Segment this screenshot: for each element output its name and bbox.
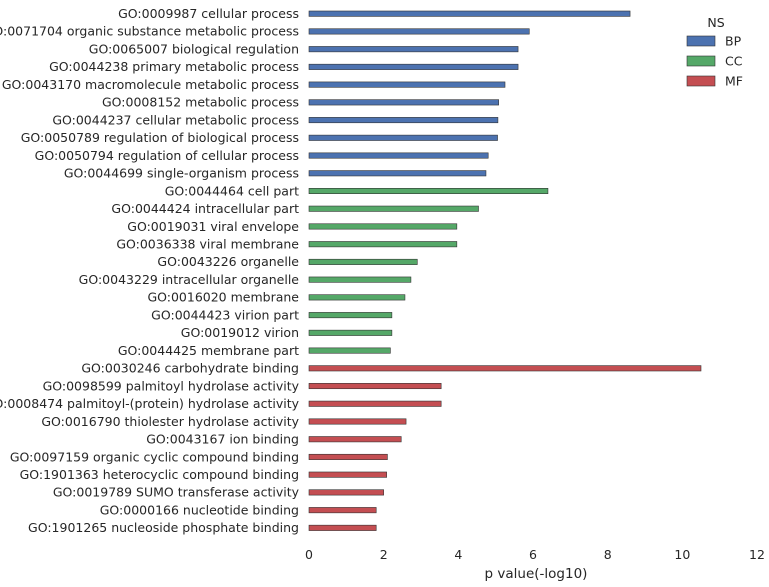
category-label: GO:0050794 regulation of cellular proces…	[35, 148, 299, 163]
category-label: GO:0008474 palmitoyl-(protein) hydrolase…	[0, 396, 300, 411]
bar-bp-9	[308, 170, 487, 177]
x-tick-label: 4	[454, 547, 462, 562]
x-tick-label: 10	[674, 547, 690, 562]
bar-mf-23	[308, 418, 407, 425]
bar-mf-29	[308, 524, 377, 531]
x-tick-label: 12	[749, 547, 765, 562]
legend-swatch-bp	[686, 35, 716, 47]
x-axis-ticks: 0 2 4 6 8 10 12	[305, 547, 765, 562]
category-labels: GO:0009987 cellular process GO:0071704 or…	[0, 6, 300, 535]
category-label: GO:0016020 membrane	[147, 290, 299, 305]
legend: NS BP CC MF	[686, 15, 743, 89]
category-label: GO:0044424 intracellular part	[111, 201, 299, 216]
bar-mf-28	[308, 507, 377, 514]
x-tick-label: 8	[604, 547, 612, 562]
bar-cc-14	[308, 258, 418, 265]
category-label: GO:0016790 thiolester hydrolase activity	[41, 414, 299, 429]
bar-mf-22	[308, 400, 442, 407]
plot-area	[308, 10, 702, 531]
category-label: GO:0098599 palmitoyl hydrolase activity	[43, 378, 300, 393]
bar-cc-10	[308, 188, 549, 195]
category-label: GO:1901265 nucleoside phosphate binding	[28, 520, 299, 535]
bar-mf-24	[308, 436, 402, 443]
bar-bp-7	[308, 134, 498, 141]
legend-swatch-cc	[686, 55, 716, 67]
category-label: GO:1901363 heterocyclic compound binding	[20, 467, 299, 482]
category-label: GO:0009987 cellular process	[118, 6, 299, 21]
category-label: GO:0050789 regulation of biological proc…	[21, 130, 299, 145]
bar-bp-1	[308, 28, 530, 35]
bar-bp-4	[308, 81, 506, 88]
category-label: GO:0043229 intracellular organelle	[79, 272, 300, 287]
bar-cc-13	[308, 241, 458, 248]
bar-bp-6	[308, 117, 499, 124]
category-label: GO:0044237 cellular metabolic process	[52, 112, 299, 127]
x-tick-label: 2	[380, 547, 388, 562]
category-label: GO:0044425 membrane part	[118, 343, 299, 358]
bar-mf-20	[308, 365, 702, 372]
category-label: GO:0044238 primary metabolic process	[49, 59, 299, 74]
legend-title: NS	[707, 15, 724, 30]
bar-mf-26	[308, 471, 387, 478]
category-label: GO:0008152 metabolic process	[102, 95, 299, 110]
category-label: GO:0097159 organic cyclic compound bindi…	[10, 449, 299, 464]
bar-mf-25	[308, 453, 388, 460]
bar-mf-21	[308, 383, 442, 390]
category-label: GO:0019789 SUMO transferase activity	[53, 485, 300, 500]
category-label: GO:0043170 macromolecule metabolic proce…	[2, 77, 299, 92]
category-label: GO:0044699 single-organism process	[64, 166, 299, 181]
bar-cc-18	[308, 329, 393, 336]
category-label: GO:0000166 nucleotide binding	[100, 502, 299, 517]
bar-cc-11	[308, 205, 479, 212]
bar-cc-16	[308, 294, 406, 301]
category-label: GO:0044423 virion part	[151, 307, 299, 322]
category-label: GO:0030246 carbohydrate binding	[81, 361, 299, 376]
bar-bp-5	[308, 99, 499, 106]
legend-label-mf: MF	[725, 74, 743, 89]
x-tick-label: 0	[305, 547, 313, 562]
category-label: GO:0019012 virion	[181, 325, 299, 340]
bar-cc-17	[308, 312, 393, 319]
bar-mf-27	[308, 489, 384, 496]
legend-swatch-mf	[686, 75, 716, 87]
category-label: GO:0065007 biological regulation	[89, 41, 299, 56]
bar-bp-8	[308, 152, 489, 159]
category-label: GO:0019031 viral envelope	[127, 219, 299, 234]
category-label: GO:0036338 viral membrane	[116, 236, 299, 251]
legend-label-bp: BP	[725, 34, 742, 49]
x-tick-label: 6	[529, 547, 537, 562]
bar-bp-0	[308, 10, 631, 17]
x-axis-title: p value(-log10)	[485, 566, 588, 582]
bar-bp-3	[308, 63, 519, 70]
category-label: GO:0044464 cell part	[165, 183, 299, 198]
category-label: GO:0043167 ion binding	[146, 432, 299, 447]
category-label: GO:0043226 organelle	[157, 254, 299, 269]
bar-bp-2	[308, 46, 519, 53]
category-label: GO:0071704 organic substance metabolic p…	[0, 24, 299, 39]
bar-cc-15	[308, 276, 412, 283]
bar-cc-19	[308, 347, 391, 354]
bar-cc-12	[308, 223, 458, 230]
legend-label-cc: CC	[725, 54, 743, 69]
